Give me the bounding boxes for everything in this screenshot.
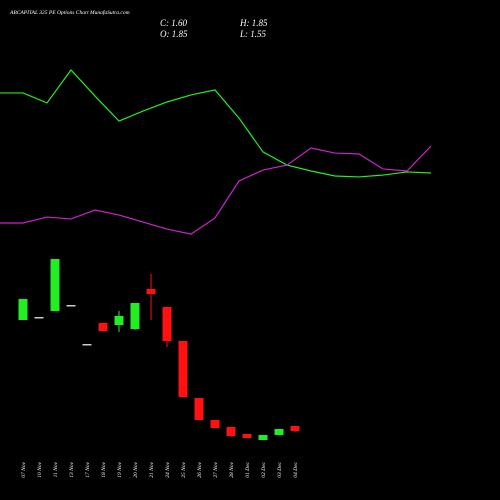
ohlc-open: O: 1.85: [160, 29, 188, 39]
candle-body: [162, 307, 172, 341]
candle-body: [18, 299, 28, 320]
candle-body: [82, 344, 92, 346]
x-tick-label: 19 Nov: [117, 461, 123, 477]
x-tick-label: 01 Dec: [245, 461, 251, 477]
x-tick-label: 11 Nov: [53, 461, 59, 477]
chart-title: ABCAPITAL 325 PE Options Chart MunafaSut…: [9, 9, 130, 16]
indicator-line: [0, 69, 432, 178]
x-tick-label: 28 Nov: [229, 461, 235, 477]
candle-body: [146, 289, 156, 294]
candle-body: [114, 316, 124, 325]
x-tick-label: 03 Dec: [277, 461, 283, 477]
ohlc-high: H: 1.85: [239, 18, 268, 28]
x-tick-label: 02 Dec: [261, 461, 267, 477]
candle-body: [210, 420, 220, 428]
candle-body: [290, 426, 300, 431]
indicator-line: [0, 145, 432, 235]
x-tick-label: 20 Nov: [133, 461, 139, 477]
ohlc-low: L: 1.55: [239, 29, 267, 39]
x-tick-label: 17 Nov: [85, 461, 91, 477]
x-tick-label: 10 Nov: [37, 461, 43, 477]
candle-body: [130, 303, 140, 329]
x-tick-label: 26 Nov: [197, 461, 203, 477]
candle-body: [242, 434, 252, 438]
candle-body: [98, 323, 108, 331]
candle-body: [66, 305, 76, 307]
x-tick-label: 27 Nov: [213, 461, 219, 477]
candle-body: [274, 429, 284, 435]
x-tick-label: 04 Dec: [292, 461, 299, 477]
x-tick-label: 18 Nov: [101, 461, 107, 477]
candle-body: [178, 341, 188, 397]
candle-body: [226, 427, 236, 436]
x-tick-label: 07 Nov: [21, 461, 27, 477]
candle-body: [50, 259, 60, 311]
candle-body: [194, 398, 204, 420]
x-tick-label: 25 Nov: [181, 461, 187, 477]
candle-body: [258, 435, 268, 440]
x-tick-label: 21 Nov: [149, 461, 155, 477]
x-tick-label: 24 Nov: [164, 461, 171, 477]
ohlc-close: C: 1.60: [160, 18, 188, 28]
x-tick-label: 13 Nov: [69, 461, 75, 477]
candle-body: [34, 317, 44, 319]
